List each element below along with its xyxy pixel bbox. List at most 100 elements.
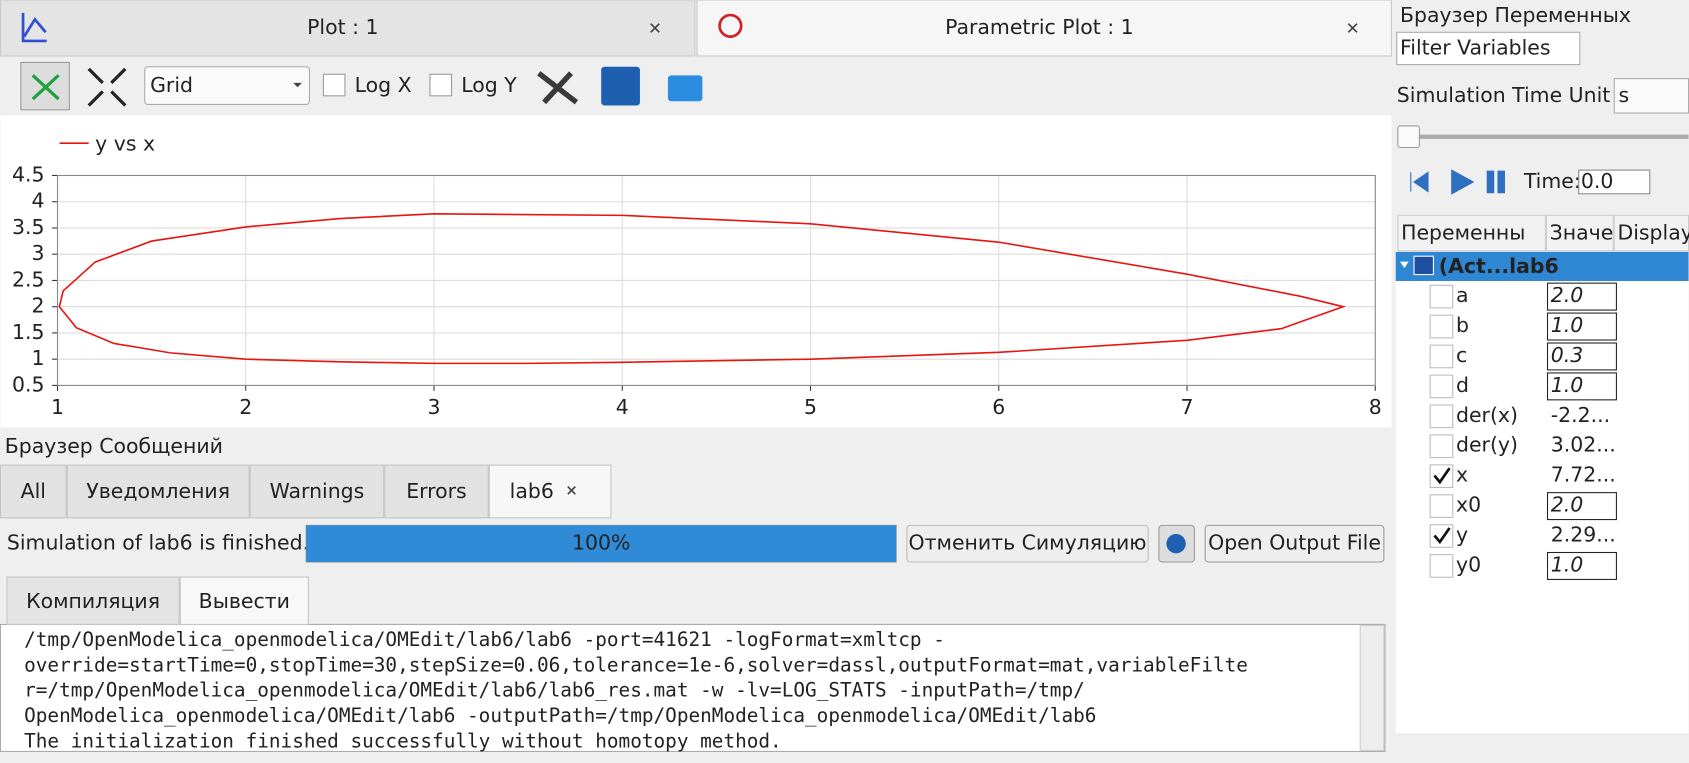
panel-title: Браузер Сообщений bbox=[5, 434, 223, 458]
output-tab-label: Вывести bbox=[199, 589, 290, 613]
open-output-label: Open Output File bbox=[1208, 531, 1381, 555]
variable-name: y bbox=[1456, 522, 1468, 546]
time-input[interactable] bbox=[1578, 169, 1651, 195]
message-tab-label: Errors bbox=[406, 479, 466, 503]
x-tick-label: 7 bbox=[1181, 395, 1194, 419]
message-tab-label: All bbox=[21, 479, 46, 503]
variable-checkbox[interactable] bbox=[1429, 404, 1454, 429]
y-tick-label: 4 bbox=[32, 189, 45, 213]
message-tab[interactable] bbox=[66, 464, 250, 519]
column-header[interactable] bbox=[1613, 214, 1689, 252]
value-input[interactable] bbox=[1546, 282, 1617, 311]
output-tab[interactable] bbox=[6, 576, 180, 625]
variable-name: b bbox=[1456, 313, 1469, 337]
save-icon[interactable] bbox=[601, 66, 640, 106]
variable-checkbox[interactable] bbox=[1429, 494, 1454, 518]
plot-frame bbox=[56, 174, 1376, 386]
variable-name: d bbox=[1456, 373, 1469, 397]
tools-icon[interactable] bbox=[537, 71, 579, 105]
variable-checkbox[interactable] bbox=[1429, 344, 1454, 369]
variable-value: -2.2... bbox=[1551, 403, 1610, 427]
panel-title: Браузер Переменных bbox=[1400, 3, 1631, 27]
value-input[interactable] bbox=[1546, 492, 1617, 521]
y-tick-label: 2 bbox=[32, 294, 45, 318]
status-text: Simulation of lab6 is finished. bbox=[7, 531, 309, 555]
output-line: override=startTime=0,stopTime=30,stepSiz… bbox=[24, 653, 1248, 676]
plot-area bbox=[0, 115, 1392, 428]
zoom-icon[interactable] bbox=[87, 67, 127, 107]
variable-name: der(x) bbox=[1456, 403, 1518, 427]
fit-icon bbox=[31, 74, 60, 101]
print-icon[interactable] bbox=[667, 75, 703, 102]
value-input[interactable] bbox=[1546, 342, 1617, 371]
plot-tab[interactable] bbox=[0, 0, 696, 57]
variable-value: 1.0 bbox=[1551, 373, 1584, 397]
value-input[interactable] bbox=[1546, 551, 1617, 580]
log-x-checkbox[interactable] bbox=[322, 73, 346, 97]
output-tab[interactable] bbox=[179, 576, 309, 625]
variable-name: c bbox=[1456, 343, 1467, 367]
variable-name: y0 bbox=[1456, 552, 1481, 576]
message-tab[interactable] bbox=[0, 464, 67, 519]
cancel-label: Отменить Симуляцию bbox=[909, 531, 1147, 555]
x-tick-label: 4 bbox=[616, 395, 629, 419]
variable-value: 1.0 bbox=[1551, 552, 1584, 576]
variable-checkbox[interactable] bbox=[1429, 314, 1454, 339]
variable-value: 7.72... bbox=[1551, 463, 1616, 487]
variable-name: x0 bbox=[1456, 493, 1481, 517]
variable-checkbox[interactable] bbox=[1429, 554, 1454, 578]
message-tab[interactable] bbox=[488, 464, 612, 519]
time-unit-combo[interactable] bbox=[1613, 78, 1689, 114]
column-header[interactable] bbox=[1545, 214, 1614, 252]
column-header[interactable] bbox=[1397, 214, 1546, 252]
tab-close[interactable] bbox=[567, 486, 576, 495]
player-controls[interactable] bbox=[1410, 169, 1505, 195]
y-tick-label: 1 bbox=[32, 346, 45, 370]
root-row[interactable] bbox=[1395, 251, 1689, 281]
variable-checkbox[interactable] bbox=[1429, 284, 1454, 309]
y-tick-label: 3.5 bbox=[12, 215, 45, 239]
data-line bbox=[58, 212, 1347, 365]
log-y-checkbox[interactable] bbox=[429, 73, 453, 97]
value-input[interactable] bbox=[1546, 312, 1617, 341]
y-tick-label: 2.5 bbox=[12, 267, 45, 291]
variable-value: 2.29... bbox=[1551, 522, 1616, 546]
variable-value: 3.02... bbox=[1551, 433, 1616, 457]
message-tab-label: lab6 bbox=[510, 479, 554, 503]
grid-combo[interactable] bbox=[144, 66, 310, 105]
column-header-label: Значе bbox=[1550, 221, 1614, 245]
output-box bbox=[0, 623, 1386, 753]
value-input[interactable] bbox=[1546, 372, 1617, 401]
plot-icon bbox=[21, 12, 47, 43]
checkbox-label: Log Y bbox=[461, 73, 517, 97]
message-tab[interactable] bbox=[249, 464, 385, 519]
column-header-label: Переменны bbox=[1401, 221, 1525, 245]
y-tick-label: 4.5 bbox=[12, 162, 45, 186]
tab-title: Plot : 1 bbox=[307, 15, 378, 39]
parametric-tab[interactable] bbox=[696, 0, 1392, 57]
x-tick-label: 5 bbox=[804, 395, 817, 419]
combo-arrow bbox=[293, 82, 302, 88]
y-tick-label: 1.5 bbox=[12, 320, 45, 344]
cancel-button[interactable] bbox=[906, 524, 1149, 563]
output-tab-label: Компиляция bbox=[26, 589, 160, 613]
combo-value: Grid bbox=[150, 73, 193, 97]
variable-checkbox[interactable] bbox=[1429, 374, 1454, 399]
root-label: (Act...lab6 bbox=[1439, 254, 1559, 278]
output-line: r=/tmp/OpenModelica_openmodelica/OMEdit/… bbox=[24, 679, 1085, 702]
scrollbar[interactable] bbox=[1359, 624, 1385, 751]
slider-handle[interactable] bbox=[1397, 125, 1420, 149]
time-unit-label: Simulation Time Unit bbox=[1397, 83, 1610, 107]
checkmark bbox=[1433, 467, 1451, 485]
open-output-button[interactable] bbox=[1204, 524, 1385, 563]
output-line: OpenModelica_openmodelica/OMEdit/lab6 -o… bbox=[24, 704, 1096, 727]
progress-bar bbox=[306, 525, 897, 562]
variable-checkbox[interactable] bbox=[1429, 434, 1454, 459]
message-tab[interactable] bbox=[384, 464, 489, 519]
close-icons[interactable] bbox=[650, 23, 1358, 33]
variable-name: der(y) bbox=[1456, 433, 1518, 457]
checkbox-label: Log X bbox=[355, 73, 412, 97]
checkmark bbox=[1433, 527, 1451, 545]
filter-input[interactable] bbox=[1396, 31, 1581, 66]
